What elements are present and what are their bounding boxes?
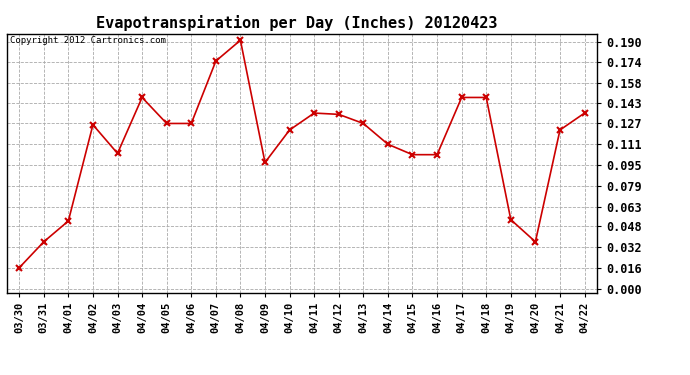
Text: Evapotranspiration per Day (Inches) 20120423: Evapotranspiration per Day (Inches) 2012… [96, 15, 497, 31]
Text: Copyright 2012 Cartronics.com: Copyright 2012 Cartronics.com [10, 36, 166, 45]
